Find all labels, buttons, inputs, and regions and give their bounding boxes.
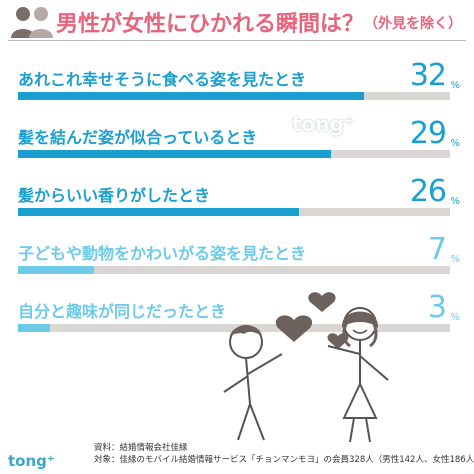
bar — [18, 150, 332, 158]
bar-row: 髪を結んだ姿が似合っているとき 29% — [0, 116, 474, 166]
bar-track — [18, 266, 450, 274]
target-note: 対象：佳縁のモバイル結婚情報サービス「チョンマンモヨ」の会員328人（男性142… — [94, 455, 474, 465]
bar-track — [18, 150, 450, 158]
bar-value-unit: % — [450, 80, 460, 91]
bar-value-label: 29 — [409, 116, 447, 151]
chart-title: 男性が女性にひかれる瞬間は？ — [56, 12, 365, 37]
bar-track — [18, 208, 450, 216]
footnote: 資料：結婚情報会社佳縁 対象：佳縁のモバイル結婚情報サービス「チョンマンモヨ」の… — [94, 442, 474, 466]
header-divider — [8, 40, 466, 41]
bar — [18, 208, 299, 216]
bar-label: 髪を結んだ姿が似合っているとき — [18, 128, 258, 147]
bar-row: 髪からいい香りがしたとき 26% — [0, 174, 474, 224]
bar-value-unit: % — [450, 138, 460, 149]
bar-track — [18, 92, 450, 100]
bar-label: 子どもや動物をかわいがる姿を見たとき — [18, 244, 307, 263]
bar — [18, 92, 364, 100]
bar-value-unit: % — [450, 196, 460, 207]
bar-value-label: 3 — [427, 290, 447, 325]
chart-subtitle: （外見を除く） — [364, 16, 462, 32]
watermark: tong⁺ — [292, 112, 355, 136]
bar-label: 自分と趣味が同じだったとき — [18, 302, 227, 321]
bar-label: 髪からいい香りがしたとき — [18, 186, 211, 205]
heart-icon — [308, 292, 336, 312]
bar-value-label: 32 — [409, 58, 447, 93]
bar-value-label: 7 — [427, 232, 447, 267]
couple-illustration — [223, 292, 389, 443]
header: 男性が女性にひかれる瞬間は？ （外見を除く） — [0, 0, 474, 44]
tong-logo: tong⁺ — [8, 452, 55, 470]
bar-row: 子どもや動物をかわいがる姿を見たとき 7% — [0, 232, 474, 282]
bar-label: あれこれ幸せそうに食べる姿を見たとき — [18, 70, 307, 89]
heart-icon — [275, 315, 313, 342]
bar-row: 自分と趣味が同じだったとき 3% — [0, 290, 474, 340]
people-icon — [11, 7, 53, 38]
bar — [18, 266, 94, 274]
bar-track — [18, 324, 450, 332]
bar-value-unit: % — [450, 312, 460, 323]
bar-value-unit: % — [450, 254, 460, 265]
bar — [18, 324, 51, 332]
bar-value-label: 26 — [409, 174, 447, 209]
bar-row: あれこれ幸せそうに食べる姿を見たとき 32% — [0, 58, 474, 108]
source-note: 資料：結婚情報会社佳縁 — [94, 443, 188, 453]
